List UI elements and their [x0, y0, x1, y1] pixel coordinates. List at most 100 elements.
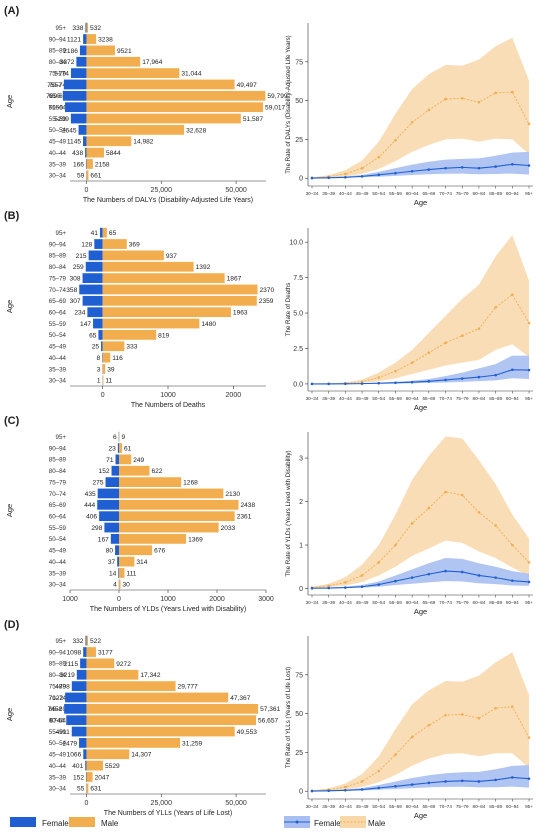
age-tick-label: 90–94 — [506, 804, 519, 809]
male-value-label: 30 — [122, 582, 130, 589]
female-value-label: 3372 — [60, 59, 75, 66]
female-bar — [94, 239, 103, 249]
male-rate-point — [444, 97, 447, 101]
age-tick-label: 60–64 — [49, 513, 67, 520]
male-bar — [119, 522, 219, 533]
male-rate-point — [460, 96, 464, 100]
female-bar — [83, 647, 87, 657]
female-rate-point — [327, 789, 330, 793]
male-rate-point — [410, 121, 414, 124]
female-value-label: 6744 — [50, 718, 65, 725]
male-value-label: 1369 — [188, 536, 203, 543]
male-rate-point — [344, 785, 347, 789]
male-rate-point — [427, 108, 431, 112]
legend-female-label: Female — [42, 819, 69, 828]
male-bar — [102, 375, 104, 386]
x-tick-label: 0 — [101, 392, 105, 399]
female-rate-point — [310, 176, 314, 180]
male-bar — [119, 465, 150, 476]
legend-male-band-swatch — [340, 816, 366, 828]
panel-letter-c: (C) — [4, 415, 20, 427]
age-tick-label: 40–44 — [49, 150, 67, 157]
age-tick-label: 65–69 — [49, 502, 67, 509]
age-tick-label: 75–79 — [49, 479, 67, 486]
male-rate-point — [494, 524, 497, 527]
age-tick-label: 70–74 — [439, 600, 452, 605]
female-rate-point — [477, 574, 481, 577]
female-rate-point — [394, 579, 397, 583]
female-value-label: 338 — [72, 25, 83, 32]
male-value-label: 9272 — [116, 661, 131, 668]
female-rate-point — [460, 166, 464, 169]
y-tick-label: 75 — [295, 59, 303, 66]
male-rate-point — [410, 735, 414, 739]
male-rate-point — [444, 341, 447, 345]
male-rate-point — [394, 753, 397, 757]
male-rate-point — [511, 705, 514, 708]
female-rate-point — [327, 382, 330, 386]
x-axis-title: Age — [414, 811, 427, 820]
male-bar — [119, 511, 235, 522]
female-uncertainty-band — [312, 151, 529, 179]
x-axis-title: Age — [414, 403, 427, 412]
y-tick-label: 5.0 — [293, 311, 303, 318]
age-tick-label: 60–64 — [406, 804, 419, 809]
male-bar — [86, 726, 235, 737]
female-bar — [62, 90, 87, 101]
female-rate-point — [360, 585, 364, 589]
age-tick-label: 60–64 — [406, 191, 419, 196]
female-value-label: 406 — [86, 514, 97, 521]
male-bar — [102, 261, 194, 272]
female-rate-point — [394, 171, 397, 175]
age-tick-label: 35–39 — [322, 191, 335, 196]
male-bar — [119, 431, 120, 442]
female-bar — [93, 318, 103, 329]
age-tick-label: 45–49 — [356, 191, 369, 196]
female-value-label: 4 — [113, 582, 117, 589]
male-bar — [86, 170, 89, 181]
male-rate-point — [360, 574, 364, 577]
age-tick-label: 90–94 — [49, 649, 67, 656]
age-tick-label: 55–59 — [49, 525, 67, 532]
age-tick-label: 95+ — [525, 191, 533, 196]
panel-letter-b: (B) — [4, 210, 20, 222]
male-value-label: 2361 — [237, 514, 252, 521]
age-tick-label: 85–89 — [489, 396, 502, 401]
female-rate-point — [527, 777, 531, 780]
female-bar — [102, 352, 103, 363]
male-value-label: 2033 — [221, 525, 236, 532]
female-value-label: 7150 — [48, 105, 63, 112]
male-value-label: 522 — [90, 638, 101, 645]
female-rate-point — [444, 780, 447, 783]
male-bar — [102, 273, 225, 283]
male-bar — [102, 295, 257, 306]
y-tick-label: 25 — [295, 137, 303, 144]
male-bar — [86, 68, 180, 78]
female-rate-point — [394, 381, 397, 385]
female-rate-point — [527, 164, 531, 167]
male-value-label: 5529 — [105, 763, 120, 770]
female-value-label: 435 — [85, 491, 96, 498]
male-value-label: 1963 — [233, 310, 248, 317]
age-tick-label: 55–59 — [389, 600, 402, 605]
male-bar — [119, 443, 122, 453]
age-tick-label: 85–89 — [49, 48, 67, 55]
female-rate-point — [477, 780, 481, 783]
male-rate-point — [460, 713, 464, 716]
female-value-label: 275 — [93, 480, 104, 487]
female-rate-line — [311, 570, 530, 589]
age-tick-label: 65–69 — [422, 804, 435, 809]
female-value-label: 358 — [66, 287, 77, 294]
x-axis-title: The Numbers of DALYs (Disability-Adjuste… — [83, 197, 253, 204]
male-rate-line — [311, 293, 530, 385]
age-tick-label: 80–84 — [473, 804, 486, 809]
rate-chart-d: 0 25 50 75 30–34 35–39 40–44 45–49 50–54 55–59 60–… — [285, 636, 533, 820]
male-rate-point — [444, 713, 447, 717]
y-axis-title: The Rate of DALYs (Disability-Adjusted L… — [285, 35, 292, 173]
female-bar — [86, 772, 87, 782]
female-rate-point — [410, 169, 414, 173]
male-value-label: 1867 — [227, 276, 242, 283]
age-tick-label: 35–39 — [322, 600, 335, 605]
female-value-label: 307 — [70, 298, 81, 305]
age-tick-label: 70–74 — [49, 491, 67, 498]
